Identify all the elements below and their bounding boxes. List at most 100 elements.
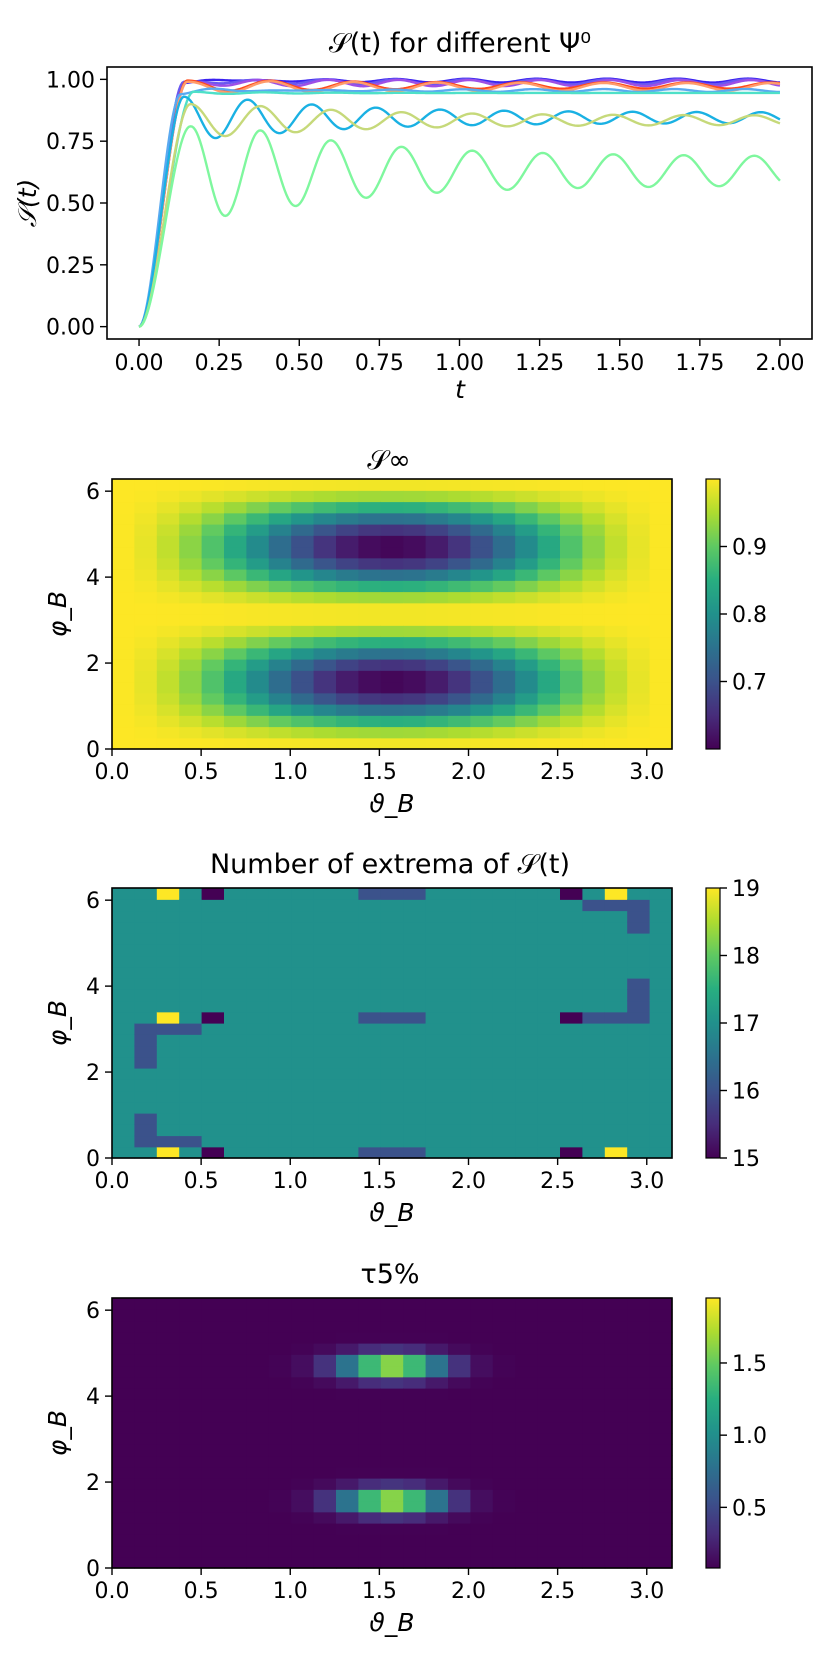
- heatmap-cell: [179, 704, 203, 716]
- heatmap-cell: [560, 614, 583, 626]
- heatmap-cell: [134, 602, 158, 615]
- heatmap-cell: [246, 737, 270, 750]
- heatmap-cell: [112, 1079, 135, 1092]
- heatmap-cell: [425, 1298, 449, 1310]
- heatmap-cell: [425, 1068, 449, 1080]
- heatmap-cell: [156, 602, 180, 615]
- heatmap-cell: [291, 1511, 315, 1524]
- heatmap-cell: [470, 1023, 494, 1035]
- heatmap-cell: [313, 978, 337, 990]
- heatmap-cell: [134, 1298, 158, 1310]
- heatmap-cell: [649, 704, 673, 716]
- heatmap-cell: [268, 1489, 292, 1502]
- heatmap-cell: [380, 1343, 404, 1355]
- heatmap-cell: [336, 1489, 359, 1502]
- heatmap-cell: [604, 1410, 628, 1423]
- heatmap-cell: [201, 1113, 225, 1125]
- heatmap-cell: [560, 681, 583, 694]
- heatmap-cell: [649, 569, 673, 581]
- heatmap-cell: [515, 1331, 539, 1344]
- heatmap-cell: [224, 692, 247, 705]
- heatmap-cell: [380, 704, 404, 716]
- heatmap-cell: [582, 614, 606, 626]
- x-tick-label: 1.25: [515, 351, 564, 376]
- heatmap-cell: [627, 1331, 651, 1344]
- heatmap-cell: [380, 715, 404, 728]
- heatmap-cell: [268, 921, 292, 934]
- heatmap-cell: [358, 535, 382, 548]
- heatmap-cell: [336, 715, 359, 728]
- heatmap-cell: [560, 501, 583, 514]
- heatmap-cell: [492, 1545, 516, 1558]
- heatmap-cell: [604, 1365, 628, 1378]
- heatmap-cell: [358, 1433, 382, 1445]
- heatmap-cell: [313, 535, 337, 548]
- heatmap-cell: [179, 569, 203, 581]
- heatmap-cell: [179, 921, 203, 934]
- heatmap-cell: [649, 1146, 673, 1159]
- heatmap-cell: [201, 512, 225, 525]
- heatmap-cell: [246, 659, 270, 671]
- heatmap-cell: [112, 715, 135, 728]
- heatmap-cell: [179, 1331, 203, 1344]
- heatmap-cell: [246, 955, 270, 968]
- heatmap-cell: [380, 625, 404, 638]
- heatmap-cell: [582, 1376, 606, 1389]
- heatmap-cell: [560, 647, 583, 660]
- heatmap-cell: [582, 557, 606, 570]
- heatmap-cell: [380, 1354, 404, 1367]
- heatmap-cell: [492, 1045, 516, 1058]
- heatmap-cell: [313, 1056, 337, 1069]
- heatmap-cell: [179, 1523, 203, 1535]
- heatmap-cell: [268, 1090, 292, 1103]
- x-tick-label: 0.0: [95, 1169, 130, 1194]
- heatmap-cell: [448, 535, 471, 548]
- heatmap-cell: [403, 899, 427, 912]
- heatmap-cell: [224, 1489, 247, 1502]
- heatmap-cell: [336, 1135, 359, 1148]
- heatmap-cell: [201, 557, 225, 570]
- heatmap-cell: [470, 1045, 494, 1058]
- heatmap-cell: [112, 955, 135, 968]
- heatmap-cell: [604, 557, 628, 570]
- heatmap-cell: [313, 1511, 337, 1524]
- heatmap-cell: [336, 1500, 359, 1513]
- heatmap-cell: [313, 625, 337, 638]
- heatmap-cell: [313, 1489, 337, 1502]
- heatmap-cell: [336, 670, 359, 683]
- heatmap-cell: [358, 1000, 382, 1013]
- heatmap-cell: [380, 614, 404, 626]
- heatmap-cell: [268, 1298, 292, 1310]
- heatmap-cell: [112, 1124, 135, 1137]
- heatmap-cell: [470, 1056, 494, 1069]
- heatmap-cell: [246, 1354, 270, 1367]
- heatmap-cell: [537, 512, 561, 525]
- heatmap-cell: [515, 1433, 539, 1445]
- heatmap-cell: [358, 1466, 382, 1479]
- heatmap-cell: [403, 490, 427, 503]
- heatmap-cell: [291, 1376, 315, 1389]
- heatmap-extrema: Number of extrema of 𝒮(t) 0.0 0.5 1.0 1.5 2.…: [43, 849, 760, 1227]
- heatmap-cell: [268, 1410, 292, 1423]
- heatmap-cell: [201, 1331, 225, 1344]
- heatmap-cell: [358, 479, 382, 491]
- heatmap-cell: [649, 1124, 673, 1137]
- heatmap-cell: [492, 1135, 516, 1148]
- heatmap-cell: [201, 625, 225, 638]
- heatmap-cell: [627, 1343, 651, 1355]
- heatmap-cell: [246, 1146, 270, 1159]
- heatmap-cell: [201, 737, 225, 750]
- heatmap-cell: [201, 1320, 225, 1333]
- heatmap-cell: [627, 1101, 651, 1114]
- heatmap-cell: [582, 1556, 606, 1569]
- heatmap-cell: [201, 944, 225, 957]
- heatmap-cell: [425, 944, 449, 957]
- heatmap-cell: [448, 1455, 471, 1468]
- heatmap-cell: [112, 933, 135, 945]
- heatmap-cell: [179, 888, 203, 900]
- x-tick-label: 2.0: [451, 1169, 486, 1194]
- heatmap-cell: [134, 546, 158, 559]
- colorbar-tick-label: 16: [732, 1080, 760, 1105]
- heatmap-cell: [582, 535, 606, 548]
- heatmap-cell: [313, 888, 337, 900]
